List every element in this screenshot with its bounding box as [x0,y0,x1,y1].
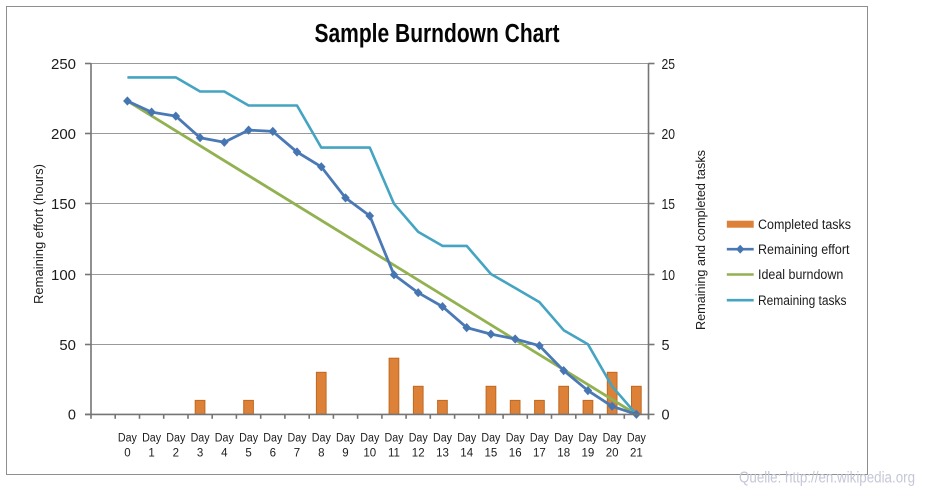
svg-text:0: 0 [124,448,130,460]
svg-text:15: 15 [662,197,676,213]
svg-text:200: 200 [51,127,76,143]
svg-text:Remaining effort (hours): Remaining effort (hours) [31,164,46,304]
svg-text:10: 10 [662,268,676,284]
svg-text:9: 9 [342,448,348,460]
svg-text:100: 100 [51,268,76,284]
svg-text:10: 10 [363,448,376,460]
svg-text:Day: Day [409,433,428,445]
svg-text:3: 3 [197,448,203,460]
svg-text:15: 15 [485,448,498,460]
svg-text:Day: Day [166,433,185,445]
svg-text:0: 0 [68,408,76,424]
svg-text:Completed tasks: Completed tasks [758,217,851,232]
svg-text:7: 7 [294,448,300,460]
svg-text:13: 13 [436,448,449,460]
svg-text:Remaining and completed tasks: Remaining and completed tasks [693,150,708,330]
svg-text:Remaining effort: Remaining effort [758,242,850,257]
svg-text:Day: Day [433,433,452,445]
svg-text:Day: Day [239,433,258,445]
svg-text:1: 1 [148,448,154,460]
svg-text:Day: Day [578,433,597,445]
svg-text:Day: Day [554,433,573,445]
svg-text:18: 18 [557,448,570,460]
svg-text:19: 19 [582,448,595,460]
svg-text:Day: Day [360,433,379,445]
svg-text:Day: Day [215,433,234,445]
svg-text:Day: Day [627,433,646,445]
svg-text:14: 14 [460,448,473,460]
svg-text:5: 5 [245,448,251,460]
svg-text:Day: Day [118,433,137,445]
svg-text:Day: Day [506,433,525,445]
svg-text:11: 11 [388,448,400,460]
svg-text:250: 250 [51,57,76,73]
svg-text:Day: Day [191,433,210,445]
svg-text:8: 8 [318,448,324,460]
svg-text:25: 25 [662,57,676,73]
svg-text:17: 17 [533,448,546,460]
svg-text:50: 50 [59,338,76,354]
svg-text:2: 2 [173,448,179,460]
svg-text:20: 20 [606,448,619,460]
svg-text:0: 0 [662,408,670,424]
svg-text:20: 20 [662,127,676,143]
svg-text:12: 12 [412,448,425,460]
svg-text:Day: Day [603,433,622,445]
svg-text:Remaining tasks: Remaining tasks [758,293,847,308]
svg-text:Day: Day [288,433,307,445]
svg-text:Day: Day [530,433,549,445]
svg-text:5: 5 [662,338,670,354]
svg-text:Day: Day [385,433,404,445]
svg-text:Day: Day [312,433,331,445]
svg-text:Quelle: http://en.wikipedia.or: Quelle: http://en.wikipedia.org [739,470,915,487]
svg-text:4: 4 [221,448,228,460]
svg-text:150: 150 [51,197,76,213]
svg-text:Day: Day [336,433,355,445]
svg-text:Day: Day [481,433,500,445]
svg-text:Sample Burndown Chart: Sample Burndown Chart [315,20,560,48]
svg-text:Day: Day [263,433,282,445]
svg-text:Ideal burndown: Ideal burndown [758,267,843,282]
svg-text:Day: Day [457,433,476,445]
svg-text:6: 6 [270,448,276,460]
svg-text:Day: Day [142,433,161,445]
svg-text:16: 16 [509,448,522,460]
svg-text:21: 21 [630,448,643,460]
